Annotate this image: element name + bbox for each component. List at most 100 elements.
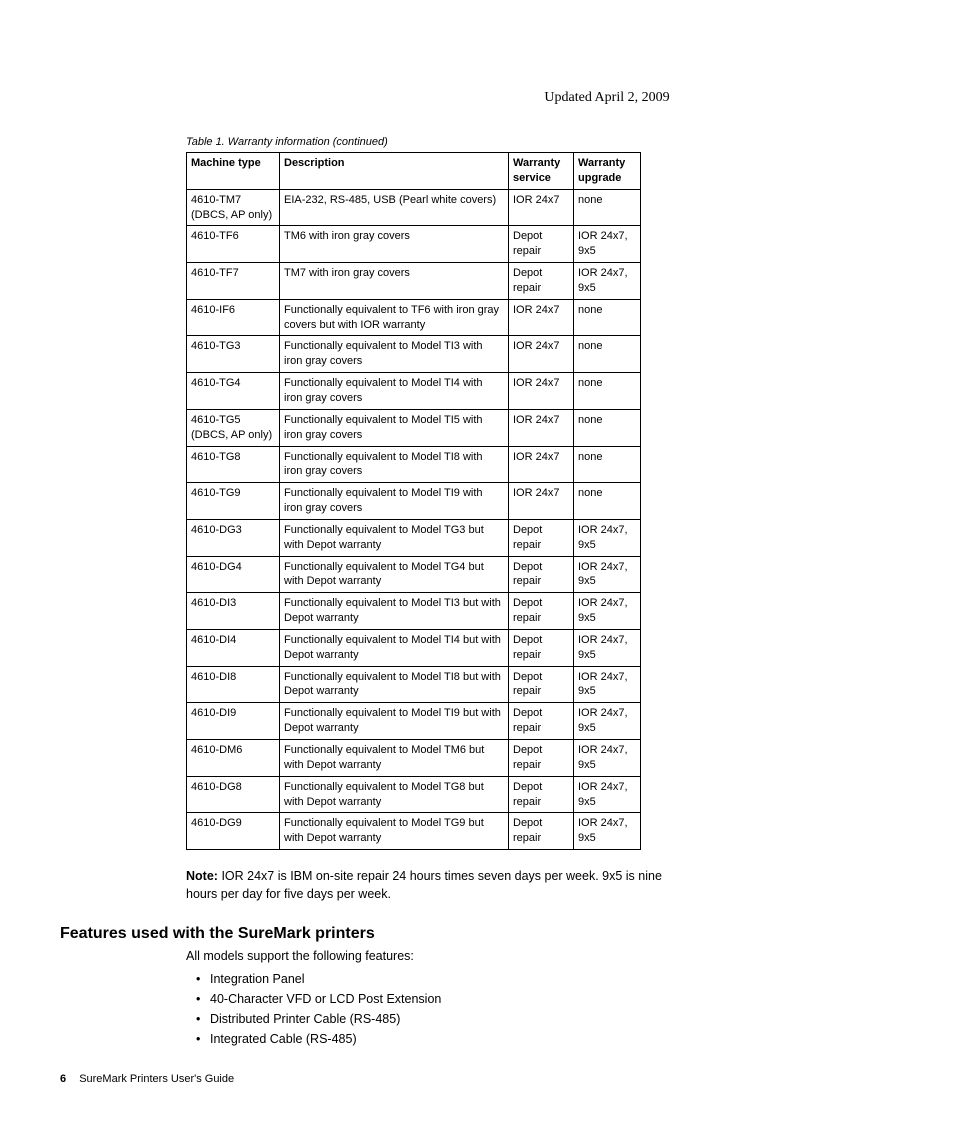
table-cell: 4610-TG3: [187, 336, 280, 373]
table-row: 4610-TG5 (DBCS, AP only)Functionally equ…: [187, 409, 641, 446]
table-cell: 4610-TF7: [187, 263, 280, 300]
table-cell: Functionally equivalent to Model TM6 but…: [280, 740, 509, 777]
table-cell: IOR 24x7, 9x5: [574, 776, 641, 813]
table-cell: IOR 24x7: [509, 446, 574, 483]
table-cell: IOR 24x7, 9x5: [574, 519, 641, 556]
table-cell: Functionally equivalent to Model TI3 wit…: [280, 336, 509, 373]
table-cell: Functionally equivalent to Model TG8 but…: [280, 776, 509, 813]
note-text: IOR 24x7 is IBM on-site repair 24 hours …: [186, 869, 662, 901]
table-cell: IOR 24x7, 9x5: [574, 226, 641, 263]
table-cell: none: [574, 409, 641, 446]
feature-list: Integration Panel40-Character VFD or LCD…: [196, 969, 894, 1049]
table-cell: IOR 24x7, 9x5: [574, 556, 641, 593]
table-cell: none: [574, 336, 641, 373]
table-cell: Functionally equivalent to Model TG3 but…: [280, 519, 509, 556]
table-row: 4610-DI3Functionally equivalent to Model…: [187, 593, 641, 630]
table-cell: Functionally equivalent to TF6 with iron…: [280, 299, 509, 336]
table-cell: Functionally equivalent to Model TG4 but…: [280, 556, 509, 593]
table-cell: Depot repair: [509, 776, 574, 813]
table-cell: IOR 24x7: [509, 336, 574, 373]
table-cell: IOR 24x7, 9x5: [574, 703, 641, 740]
table-cell: 4610-DG8: [187, 776, 280, 813]
note-block: Note: IOR 24x7 is IBM on-site repair 24 …: [186, 868, 684, 903]
table-cell: Functionally equivalent to Model TI8 but…: [280, 666, 509, 703]
table-cell: 4610-TG9: [187, 483, 280, 520]
table-cell: 4610-DI9: [187, 703, 280, 740]
note-label: Note:: [186, 869, 218, 883]
table-cell: 4610-TG8: [187, 446, 280, 483]
section-heading: Features used with the SureMark printers: [60, 925, 894, 943]
table-row: 4610-TM7 (DBCS, AP only)EIA-232, RS-485,…: [187, 189, 641, 226]
table-row: 4610-DG9Functionally equivalent to Model…: [187, 813, 641, 850]
table-cell: none: [574, 373, 641, 410]
table-cell: IOR 24x7, 9x5: [574, 629, 641, 666]
table-cell: Depot repair: [509, 226, 574, 263]
table-cell: Depot repair: [509, 593, 574, 630]
table-row: 4610-DI8Functionally equivalent to Model…: [187, 666, 641, 703]
table-cell: Functionally equivalent to Model TI3 but…: [280, 593, 509, 630]
table-row: 4610-TF7TM7 with iron gray coversDepot r…: [187, 263, 641, 300]
table-cell: 4610-DG4: [187, 556, 280, 593]
table-cell: IOR 24x7: [509, 409, 574, 446]
table-cell: IOR 24x7, 9x5: [574, 813, 641, 850]
table-cell: 4610-DM6: [187, 740, 280, 777]
table-row: 4610-IF6Functionally equivalent to TF6 w…: [187, 299, 641, 336]
table-body: 4610-TM7 (DBCS, AP only)EIA-232, RS-485,…: [187, 189, 641, 849]
table-cell: IOR 24x7, 9x5: [574, 263, 641, 300]
table-cell: IOR 24x7, 9x5: [574, 740, 641, 777]
table-cell: IOR 24x7: [509, 373, 574, 410]
list-item: Integration Panel: [196, 969, 894, 989]
table-cell: Functionally equivalent to Model TI5 wit…: [280, 409, 509, 446]
table-row: 4610-TG3Functionally equivalent to Model…: [187, 336, 641, 373]
table-cell: Depot repair: [509, 556, 574, 593]
col-warranty-upgrade: Warranty upgrade: [574, 153, 641, 190]
col-warranty-service: Warranty service: [509, 153, 574, 190]
table-cell: IOR 24x7, 9x5: [574, 666, 641, 703]
table-header-row: Machine type Description Warranty servic…: [187, 153, 641, 190]
table-cell: none: [574, 299, 641, 336]
footer-title: SureMark Printers User's Guide: [79, 1073, 234, 1085]
table-cell: 4610-IF6: [187, 299, 280, 336]
table-cell: 4610-DI4: [187, 629, 280, 666]
table-caption: Table 1. Warranty information (continued…: [186, 136, 894, 148]
table-cell: none: [574, 189, 641, 226]
list-item: Distributed Printer Cable (RS-485): [196, 1009, 894, 1029]
table-cell: 4610-DI8: [187, 666, 280, 703]
table-cell: Functionally equivalent to Model TI9 but…: [280, 703, 509, 740]
table-cell: Functionally equivalent to Model TI4 wit…: [280, 373, 509, 410]
table-row: 4610-DG4Functionally equivalent to Model…: [187, 556, 641, 593]
table-cell: Functionally equivalent to Model TI4 but…: [280, 629, 509, 666]
col-machine-type: Machine type: [187, 153, 280, 190]
table-cell: Depot repair: [509, 629, 574, 666]
warranty-table: Machine type Description Warranty servic…: [186, 152, 641, 850]
table-row: 4610-TG9Functionally equivalent to Model…: [187, 483, 641, 520]
table-cell: Depot repair: [509, 666, 574, 703]
table-row: 4610-TG4Functionally equivalent to Model…: [187, 373, 641, 410]
table-cell: none: [574, 483, 641, 520]
table-cell: Depot repair: [509, 813, 574, 850]
table-cell: 4610-TF6: [187, 226, 280, 263]
table-cell: 4610-TG4: [187, 373, 280, 410]
page-number: 6: [60, 1073, 66, 1085]
table-cell: EIA-232, RS-485, USB (Pearl white covers…: [280, 189, 509, 226]
table-row: 4610-DM6Functionally equivalent to Model…: [187, 740, 641, 777]
table-cell: 4610-DG3: [187, 519, 280, 556]
table-cell: IOR 24x7, 9x5: [574, 593, 641, 630]
table-row: 4610-DG8Functionally equivalent to Model…: [187, 776, 641, 813]
list-item: Integrated Cable (RS-485): [196, 1029, 894, 1049]
table-cell: Functionally equivalent to Model TI9 wit…: [280, 483, 509, 520]
table-cell: Functionally equivalent to Model TI8 wit…: [280, 446, 509, 483]
table-cell: Functionally equivalent to Model TG9 but…: [280, 813, 509, 850]
table-cell: 4610-DI3: [187, 593, 280, 630]
table-cell: Depot repair: [509, 703, 574, 740]
table-cell: Depot repair: [509, 263, 574, 300]
table-row: 4610-DG3Functionally equivalent to Model…: [187, 519, 641, 556]
table-cell: IOR 24x7: [509, 299, 574, 336]
updated-date: Updated April 2, 2009: [320, 90, 894, 106]
table-row: 4610-DI4Functionally equivalent to Model…: [187, 629, 641, 666]
table-cell: IOR 24x7: [509, 483, 574, 520]
table-cell: TM6 with iron gray covers: [280, 226, 509, 263]
table-cell: 4610-DG9: [187, 813, 280, 850]
section-intro: All models support the following feature…: [186, 949, 894, 963]
col-description: Description: [280, 153, 509, 190]
